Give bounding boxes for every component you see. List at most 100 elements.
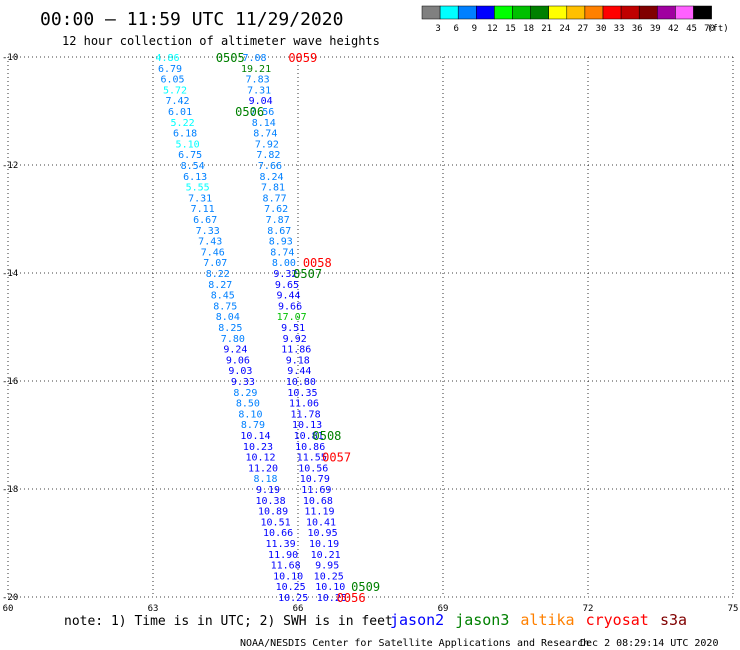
scale-swatch <box>657 5 676 20</box>
scale-swatch <box>693 5 712 20</box>
footer-timestamp: Dec 2 08:29:14 UTC 2020 <box>580 638 718 649</box>
scale-tick-label: 45 <box>686 24 697 34</box>
scale-swatch <box>512 5 531 20</box>
pass-label-0506: 0506 <box>235 105 264 119</box>
plot-area: 60 63 66 69 72 75-10-12-14-16-18-204.866.796.… <box>2 51 738 614</box>
swh-value-label: 5.72 <box>163 85 187 96</box>
swh-value-label: 9.44 <box>276 291 300 302</box>
swh-value-label: 10.89 <box>258 507 288 518</box>
swh-value-label: 19.21 <box>241 64 271 75</box>
track-0059: 7.0819.217.837.319.047.568.148.747.927.8… <box>241 53 347 604</box>
scale-swatch <box>530 5 549 20</box>
swh-value-label: 7.33 <box>196 226 220 237</box>
swh-value-label: 11.86 <box>281 345 311 356</box>
x-tick-label: 75 <box>728 604 739 614</box>
swh-value-label: 10.86 <box>295 442 325 453</box>
satellite-s3a: s3a <box>660 611 687 629</box>
swh-value-label: 8.24 <box>259 172 283 183</box>
swh-value-label: 10.79 <box>300 474 330 485</box>
swh-value-label: 8.29 <box>233 388 257 399</box>
swh-value-label: 11.69 <box>301 485 331 496</box>
scale-swatch <box>476 5 495 20</box>
swh-value-label: 5.22 <box>171 118 195 129</box>
swh-value-label: 6.01 <box>168 107 192 118</box>
swh-value-label: 9.24 <box>223 345 247 356</box>
scale-tick-label: 18 <box>523 24 534 34</box>
swh-value-label: 9.33 <box>231 377 255 388</box>
scale-swatch <box>421 5 441 20</box>
scale-tick-label: 9 <box>472 24 477 34</box>
swh-value-label: 6.67 <box>193 215 217 226</box>
swh-value-label: 11.39 <box>266 539 296 550</box>
y-tick-label: -10 <box>2 53 18 63</box>
swh-value-label: 6.18 <box>173 129 197 140</box>
scale-tick-label: 30 <box>596 24 607 34</box>
swh-value-label: 7.11 <box>191 204 215 215</box>
swh-value-label: 7.81 <box>261 183 285 194</box>
scale-tick-label: 24 <box>559 24 570 34</box>
pass-label-0507: 0507 <box>293 267 322 281</box>
satellite-legend: jason2 jason3 altika cryosat s3a <box>390 611 687 629</box>
pass-label-0058: 0058 <box>303 256 332 270</box>
x-tick-label: 63 <box>148 604 159 614</box>
satellite-cryosat: cryosat <box>586 611 649 629</box>
swh-value-label: 5.10 <box>176 139 200 150</box>
swh-value-label: 7.82 <box>256 150 280 161</box>
swh-value-label: 11.20 <box>248 463 278 474</box>
swh-value-label: 8.25 <box>218 323 242 334</box>
scale-swatch <box>548 5 568 20</box>
satellite-jason2: jason2 <box>390 611 444 629</box>
scale-tick-label: 39 <box>650 24 661 34</box>
swh-value-label: 8.27 <box>208 280 232 291</box>
swh-value-label: 10.81 <box>294 431 324 442</box>
scale-tick-label: 3 <box>435 24 440 34</box>
color-scale-legend: 3 6 9 12 15 18 21 24 27 30 33 36 39 42 45 70 <box>421 5 715 34</box>
swh-value-label: 7.08 <box>242 53 266 64</box>
swh-value-label: 8.77 <box>263 193 287 204</box>
swh-value-label: 10.66 <box>263 528 293 539</box>
swh-value-label: 11.19 <box>304 507 334 518</box>
swh-value-label: 8.18 <box>253 474 277 485</box>
swh-value-label: 8.45 <box>211 291 235 302</box>
swh-value-label: 10.38 <box>255 496 285 507</box>
scale-swatch <box>584 5 604 20</box>
swh-value-label: 7.46 <box>201 247 225 258</box>
swh-value-label: 7.83 <box>246 75 270 86</box>
scale-tick-label: 27 <box>577 24 588 34</box>
chart-title: 00:00 – 11:59 UTC 11/29/2020 <box>40 9 343 30</box>
x-tick-label: 69 <box>438 604 449 614</box>
y-tick-label: -20 <box>2 593 18 603</box>
swh-value-label: 9.65 <box>275 280 299 291</box>
scale-tick-label: 42 <box>668 24 679 34</box>
swh-value-label: 7.62 <box>264 204 288 215</box>
swh-value-label: 7.31 <box>247 85 271 96</box>
swh-value-label: 7.56 <box>250 107 274 118</box>
pass-label-0509: 0509 <box>351 580 380 594</box>
y-tick-label: -12 <box>2 161 18 171</box>
swh-value-label: 10.80 <box>286 377 316 388</box>
pass-label-0056: 0056 <box>337 591 366 605</box>
scale-swatch <box>439 5 459 20</box>
y-tick-label: -16 <box>2 377 18 387</box>
swh-value-label: 4.86 <box>155 53 179 64</box>
swh-value-label: 7.42 <box>166 96 190 107</box>
swh-value-label: 11.68 <box>271 561 301 572</box>
swh-value-label: 8.74 <box>270 247 294 258</box>
swh-value-label: 10.41 <box>306 517 336 528</box>
scale-tick-label: 6 <box>453 24 458 34</box>
swh-value-label: 8.67 <box>267 226 291 237</box>
swh-value-label: 9.32 <box>273 269 297 280</box>
swh-value-label: 9.92 <box>283 334 307 345</box>
scale-tick-label: 12 <box>487 24 498 34</box>
swh-value-label: 6.05 <box>160 75 184 86</box>
swh-value-label: 9.06 <box>226 355 250 366</box>
swh-value-label: 8.10 <box>238 409 262 420</box>
swh-value-label: 10.25 <box>314 571 344 582</box>
swh-value-label: 10.25 <box>276 582 306 593</box>
swh-value-label: 9.66 <box>278 301 302 312</box>
swh-value-label: 10.95 <box>307 528 337 539</box>
swh-value-label: 8.50 <box>236 399 260 410</box>
swh-value-label: 10.14 <box>240 431 270 442</box>
swh-value-label: 8.54 <box>181 161 205 172</box>
swh-value-label: 9.19 <box>256 485 280 496</box>
